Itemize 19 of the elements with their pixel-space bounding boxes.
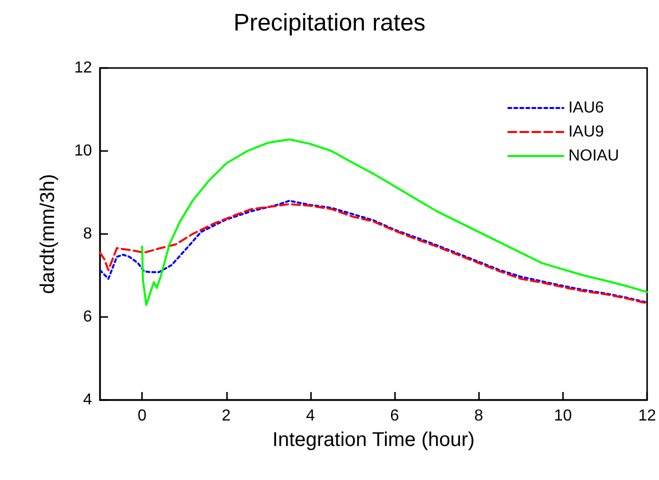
y-axis-title: dardt(mm/3h)	[37, 174, 59, 294]
y-tick-label: 6	[83, 308, 92, 326]
x-tick-label: 10	[554, 408, 572, 424]
y-tick-label: 4	[83, 392, 92, 408]
legend-label: NOIAU	[568, 148, 619, 164]
x-tick-label: 8	[474, 408, 484, 424]
chart-title: Precipitation rates	[233, 10, 426, 36]
y-tick-label: 12	[74, 60, 92, 76]
x-tick-label: 12	[638, 408, 656, 424]
x-tick-label: 2	[222, 408, 231, 424]
y-tick-label: 8	[83, 226, 92, 242]
legend-label: IAU9	[568, 124, 604, 140]
x-tick-label: 6	[390, 408, 400, 424]
legend-label: IAU6	[568, 100, 604, 116]
y-tick-label: 10	[74, 142, 92, 160]
x-tick-label: 0	[138, 408, 147, 424]
x-tick-label: 4	[306, 408, 315, 424]
line-series	[141, 138, 648, 306]
x-axis-title: Integration Time (hour)	[272, 429, 475, 451]
